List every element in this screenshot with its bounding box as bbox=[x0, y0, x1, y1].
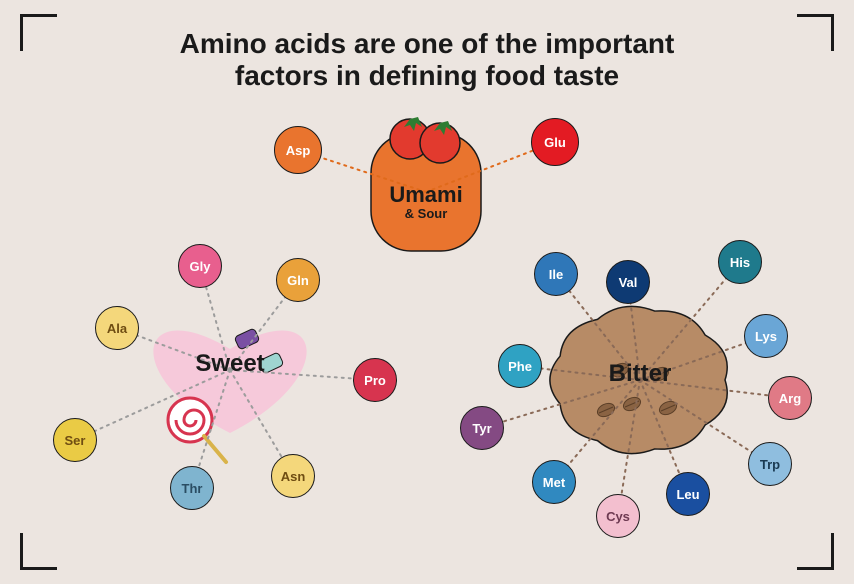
infographic-stage: Amino acids are one of the important fac… bbox=[0, 0, 854, 584]
amino-acid-node-asp: Asp bbox=[274, 126, 322, 174]
amino-acid-node-lys: Lys bbox=[744, 314, 788, 358]
amino-acid-node-pro: Pro bbox=[353, 358, 397, 402]
amino-acid-node-arg: Arg bbox=[768, 376, 812, 420]
amino-acid-node-val: Val bbox=[606, 260, 650, 304]
amino-acid-node-leu: Leu bbox=[666, 472, 710, 516]
amino-acid-node-ser: Ser bbox=[53, 418, 97, 462]
amino-acid-node-phe: Phe bbox=[498, 344, 542, 388]
amino-acid-node-gln: Gln bbox=[276, 258, 320, 302]
amino-acid-node-asn: Asn bbox=[271, 454, 315, 498]
diagram-svg bbox=[0, 0, 854, 584]
amino-acid-node-ile: Ile bbox=[534, 252, 578, 296]
amino-acid-node-glu: Glu bbox=[531, 118, 579, 166]
amino-acid-node-thr: Thr bbox=[170, 466, 214, 510]
amino-acid-node-gly: Gly bbox=[178, 244, 222, 288]
amino-acid-node-his: His bbox=[718, 240, 762, 284]
amino-acid-node-cys: Cys bbox=[596, 494, 640, 538]
amino-acid-node-met: Met bbox=[532, 460, 576, 504]
amino-acid-node-tyr: Tyr bbox=[460, 406, 504, 450]
amino-acid-node-ala: Ala bbox=[95, 306, 139, 350]
amino-acid-node-trp: Trp bbox=[748, 442, 792, 486]
